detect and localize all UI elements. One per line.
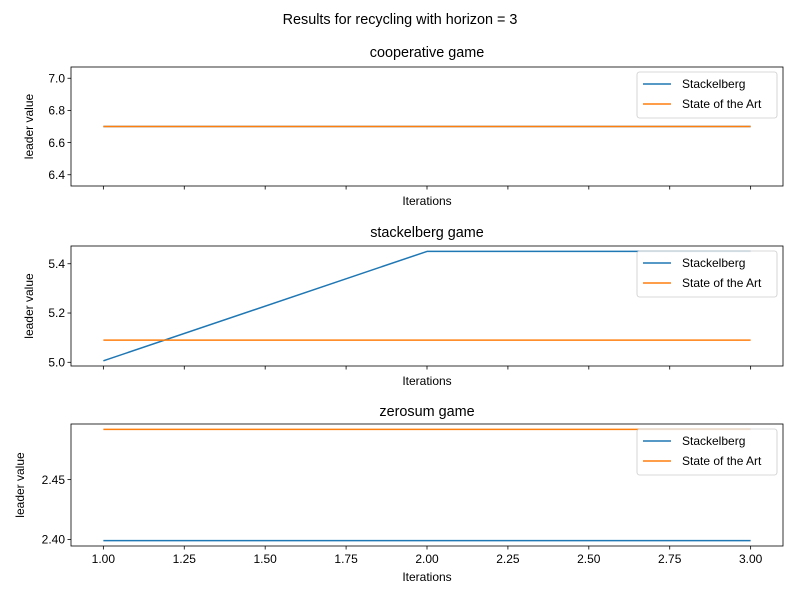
subplot-title: zerosum game xyxy=(379,404,474,420)
y-tick-label: 5.2 xyxy=(48,306,65,320)
legend-label-stackelberg: Stackelberg xyxy=(682,256,745,270)
legend-label-stackelberg: Stackelberg xyxy=(682,77,745,91)
legend-box xyxy=(636,250,778,298)
legend: Stackelberg State of the Art xyxy=(636,71,778,119)
figure-suptitle: Results for recycling with horizon = 3 xyxy=(283,12,518,28)
x-axis-label: Iterations xyxy=(402,194,451,208)
subplot-title: stackelberg game xyxy=(370,225,484,241)
x-tick-label: 1.25 xyxy=(173,552,197,566)
x-tick-label: 1.75 xyxy=(334,552,358,566)
legend-label-state-of-the-art: State of the Art xyxy=(682,454,762,468)
x-tick-label: 2.50 xyxy=(577,552,601,566)
y-tick-label: 6.6 xyxy=(48,136,65,150)
x-tick-label: 2.00 xyxy=(415,552,439,566)
legend-label-state-of-the-art: State of the Art xyxy=(682,276,762,290)
subplot-1: cooperative game 6.4 6.6 6.8 7.0 Iterations le… xyxy=(22,45,784,208)
y-tick-label: 6.4 xyxy=(48,168,65,182)
legend: Stackelberg State of the Art xyxy=(636,428,778,476)
x-axis-label: Iterations xyxy=(402,374,451,388)
legend-box xyxy=(636,71,778,119)
x-tick-label: 1.50 xyxy=(254,552,278,566)
y-axis-label: leader value xyxy=(22,93,36,159)
legend-box xyxy=(636,428,778,476)
x-tick-label: 1.00 xyxy=(92,552,116,566)
y-tick-label: 2.40 xyxy=(42,533,66,547)
legend-label-stackelberg: Stackelberg xyxy=(682,434,745,448)
x-tick-label: 2.75 xyxy=(658,552,682,566)
y-tick-label: 5.4 xyxy=(48,257,65,271)
subplot-2: stackelberg game 5.0 5.2 5.4 Iterations leade… xyxy=(22,225,784,388)
x-tick-label: 3.00 xyxy=(739,552,763,566)
subplot-3: zerosum game 1.00 1.25 1.50 1.75 2.00 2.25 2.50… xyxy=(13,404,784,584)
x-tick-label: 2.25 xyxy=(496,552,520,566)
y-tick-label: 6.8 xyxy=(48,104,65,118)
y-axis-label: leader value xyxy=(13,452,27,518)
legend: Stackelberg State of the Art xyxy=(636,250,778,298)
y-axis-label: leader value xyxy=(22,273,36,339)
subplot-title: cooperative game xyxy=(370,45,484,61)
y-tick-label: 2.45 xyxy=(42,473,66,487)
y-tick-label: 5.0 xyxy=(48,356,65,370)
x-axis-label: Iterations xyxy=(402,570,451,584)
y-tick-label: 7.0 xyxy=(48,71,65,85)
legend-label-state-of-the-art: State of the Art xyxy=(682,97,762,111)
